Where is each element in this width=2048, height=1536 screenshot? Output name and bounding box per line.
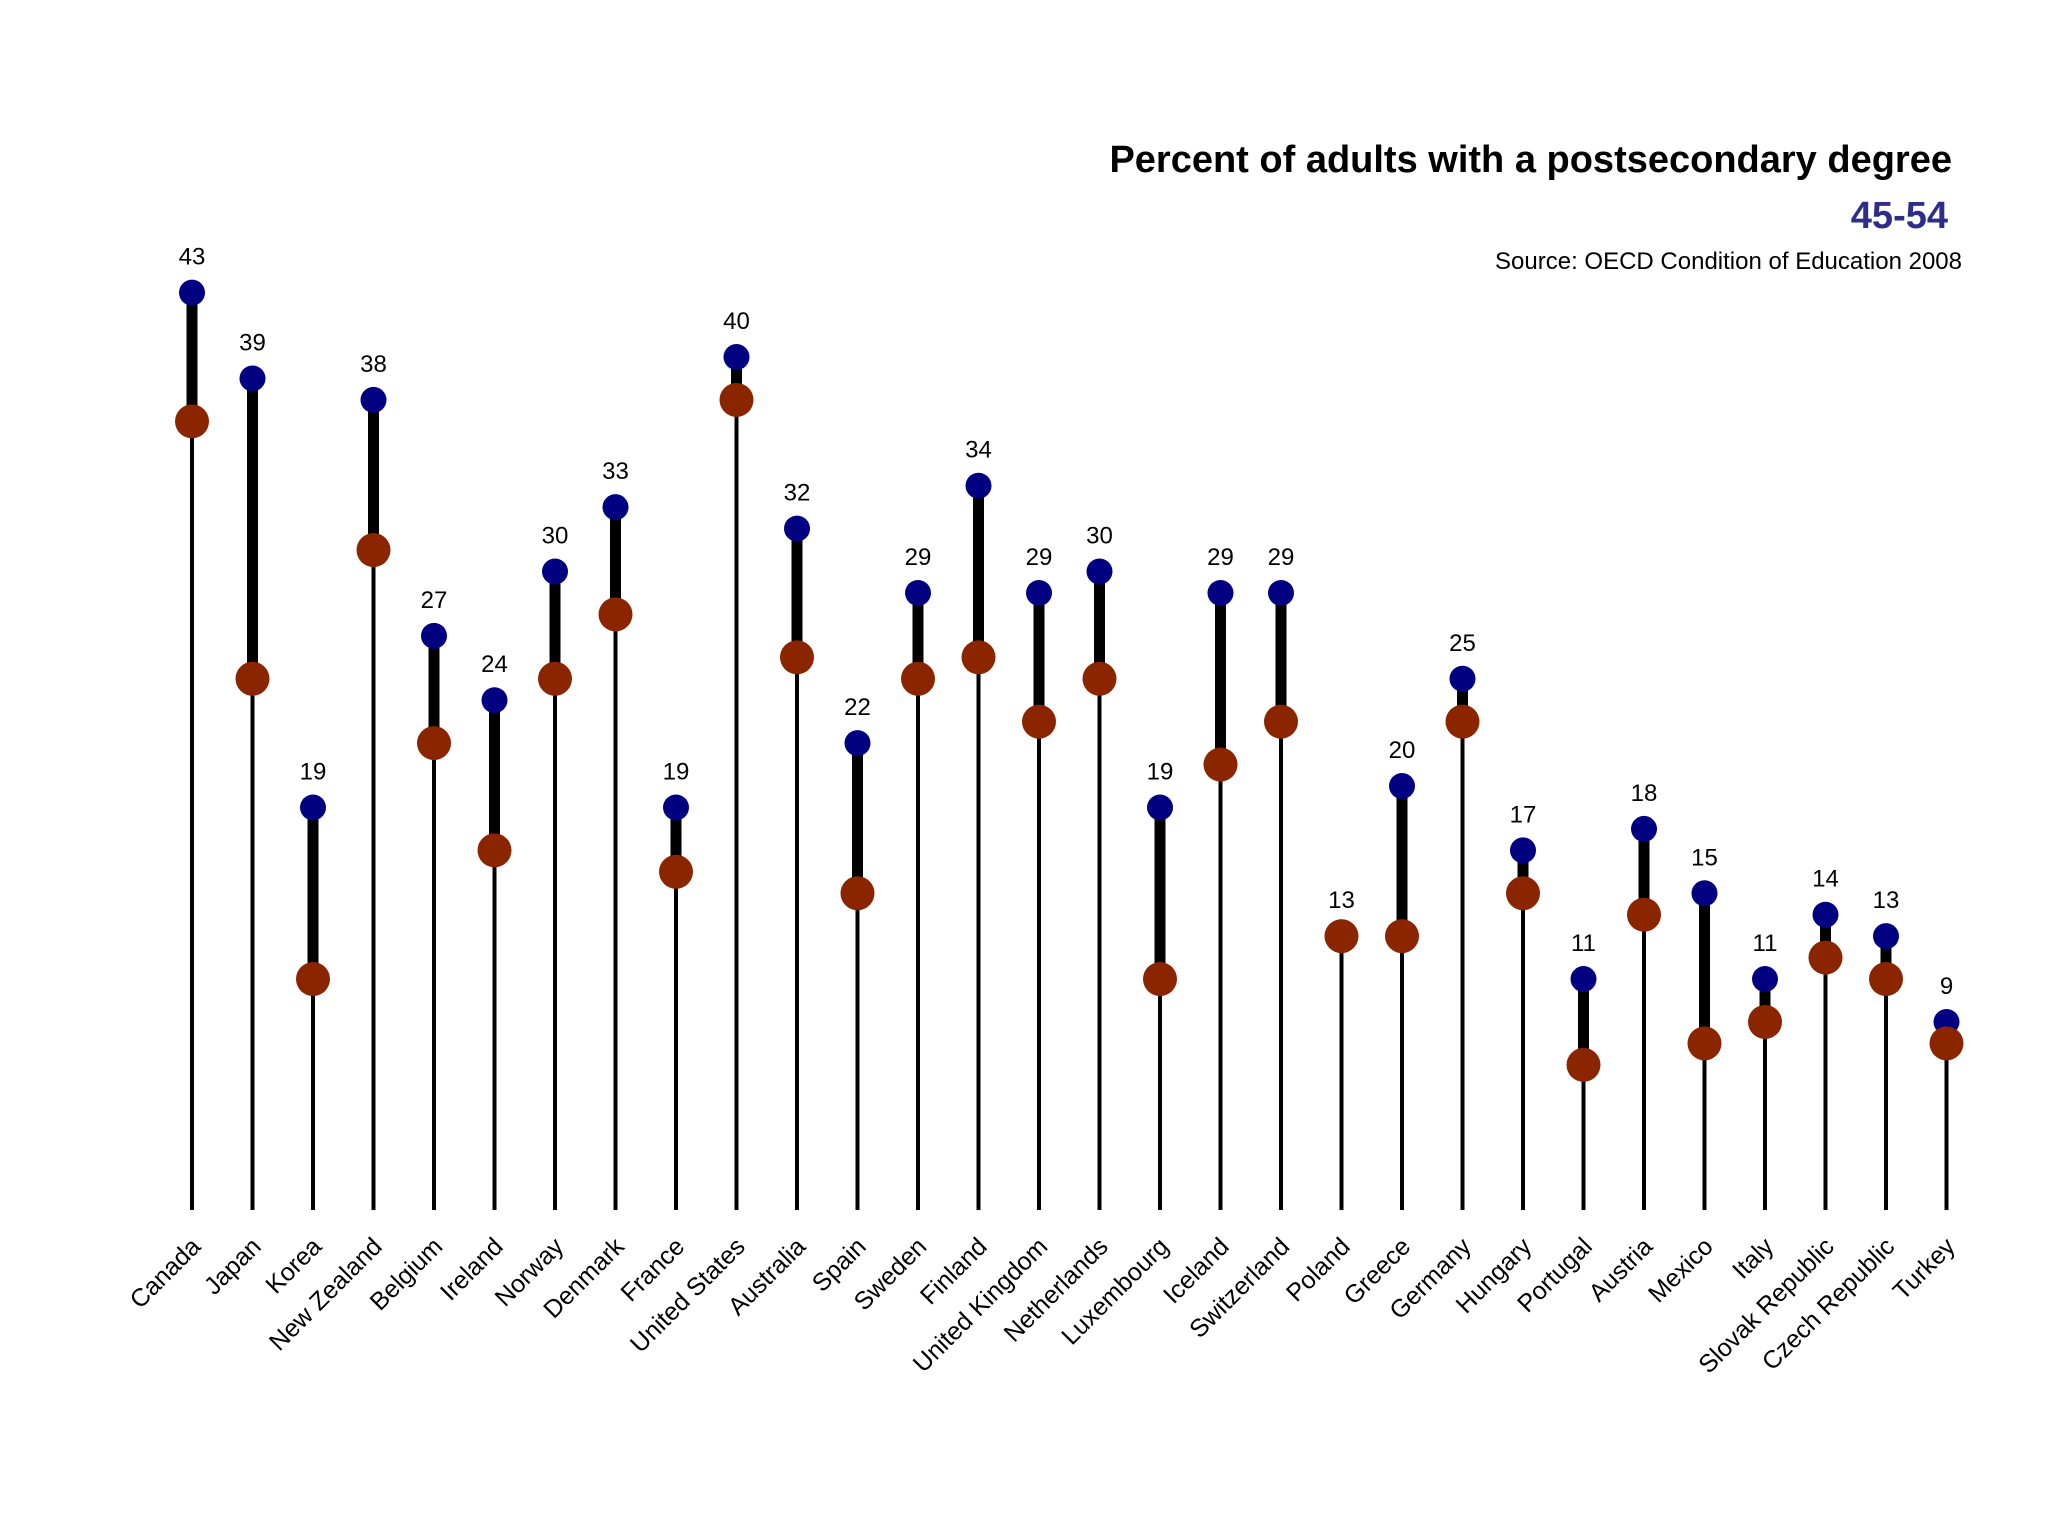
point-other-hungary [1506,876,1540,911]
value-label-new-zealand: 38 [360,351,387,378]
chart-title: Percent of adults with a postsecondary d… [1109,139,1952,181]
point-45-54-germany [1449,665,1476,692]
value-label-korea: 19 [300,758,327,785]
value-label-greece: 20 [1389,737,1416,764]
value-label-finland: 34 [965,437,992,464]
point-45-54-canada [179,279,205,306]
value-label-poland: 13 [1328,887,1355,914]
point-45-54-spain [844,730,871,757]
point-45-54-slovak-republic [1812,901,1839,928]
point-45-54-france [663,794,689,821]
point-45-54-ireland [481,687,508,714]
point-45-54-mexico [1691,880,1718,907]
value-label-luxembourg: 19 [1147,758,1174,785]
value-label-netherlands: 30 [1086,523,1113,550]
value-label-belgium: 27 [421,587,448,614]
value-label-italy: 11 [1753,930,1778,957]
value-label-sweden: 29 [905,544,932,571]
x-tick-label-italy: Italy [1727,1232,1780,1285]
point-45-54-new-zealand [360,386,387,413]
point-45-54-japan [239,365,266,392]
value-label-germany: 25 [1449,630,1476,657]
point-other-united-states [719,382,754,417]
point-other-korea [296,962,330,997]
point-45-54-korea [300,794,326,821]
chart-subtitle: 45-54 [1851,195,1948,237]
point-45-54-iceland [1207,579,1234,606]
point-45-54-portugal [1570,966,1597,993]
point-other-slovak-republic [1808,940,1843,975]
point-other-japan [235,661,270,696]
value-label-australia: 32 [784,480,811,507]
point-other-germany [1445,704,1480,739]
value-label-turkey: 9 [1940,973,1953,1000]
point-other-poland [1324,919,1359,954]
point-45-54-united-kingdom [1026,579,1052,606]
point-other-australia [780,640,814,675]
point-other-czech-republic [1869,962,1903,997]
value-label-iceland: 29 [1207,544,1234,571]
point-other-belgium [417,726,451,761]
value-label-norway: 30 [542,523,569,550]
point-45-54-hungary [1510,837,1536,864]
point-other-mexico [1687,1026,1722,1061]
point-45-54-australia [784,515,810,542]
value-label-switzerland: 29 [1268,544,1295,571]
point-45-54-italy [1752,966,1778,993]
x-tick-label-turkey: Turkey [1888,1232,1962,1306]
x-tick-label-austria: Austria [1583,1232,1658,1307]
point-45-54-united-states [723,344,750,370]
value-label-canada: 43 [179,244,206,271]
value-label-france: 19 [663,758,690,785]
point-other-sweden [901,661,935,696]
point-other-switzerland [1264,704,1298,739]
point-45-54-switzerland [1268,579,1294,606]
point-45-54-greece [1389,773,1415,799]
point-other-canada [175,404,209,439]
point-45-54-sweden [905,579,931,606]
point-other-luxembourg [1143,962,1177,997]
value-label-united-states: 40 [723,308,750,335]
point-45-54-austria [1631,815,1657,842]
x-tick-label-mexico: Mexico [1643,1232,1719,1308]
point-other-ireland [477,833,512,868]
point-other-finland [961,640,996,675]
point-45-54-norway [542,558,568,585]
value-label-united-kingdom: 29 [1026,544,1053,571]
point-other-portugal [1566,1047,1601,1082]
point-other-france [659,854,693,889]
point-other-united-kingdom [1022,704,1056,739]
point-other-iceland [1203,747,1238,782]
value-label-czech-republic: 13 [1873,887,1900,914]
chart-source: Source: OECD Condition of Education 2008 [1495,248,1962,275]
value-label-austria: 18 [1631,780,1658,807]
value-label-portugal: 11 [1571,930,1596,957]
x-tick-label-japan: Japan [199,1232,267,1300]
value-label-denmark: 33 [602,458,629,485]
point-45-54-denmark [602,494,629,521]
x-tick-label-canada: Canada [125,1232,207,1314]
value-label-slovak-republic: 14 [1812,866,1839,893]
point-45-54-netherlands [1086,558,1113,585]
point-other-new-zealand [356,533,391,568]
point-other-spain [840,876,875,911]
point-other-italy [1748,1004,1782,1039]
value-label-hungary: 17 [1510,801,1537,828]
point-other-austria [1627,897,1661,932]
point-45-54-czech-republic [1873,923,1899,950]
point-other-denmark [598,597,633,632]
value-label-mexico: 15 [1691,844,1718,871]
point-other-netherlands [1082,661,1117,696]
point-45-54-finland [965,472,992,499]
value-label-spain: 22 [844,694,871,721]
point-45-54-luxembourg [1147,794,1173,821]
point-other-greece [1385,919,1419,954]
point-other-turkey [1929,1026,1964,1061]
point-other-norway [538,661,572,696]
value-label-japan: 39 [239,329,266,356]
value-label-ireland: 24 [481,651,508,678]
point-45-54-belgium [421,622,447,649]
